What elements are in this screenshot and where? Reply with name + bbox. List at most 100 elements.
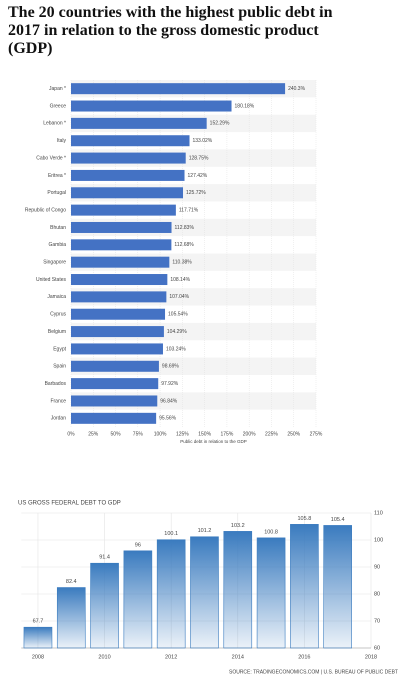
bar: [71, 152, 186, 164]
y-tick-label: Cyprus: [50, 312, 66, 318]
value-label: 107.04%: [169, 294, 189, 300]
x-tick-label: 2012: [165, 654, 177, 660]
value-label: 180.18%: [235, 103, 255, 109]
bar: [71, 83, 286, 95]
y-tick-label: Singapore: [43, 260, 66, 266]
value-label: 97.92%: [161, 381, 179, 387]
value-label: 128.75%: [189, 155, 209, 161]
bar: [71, 274, 168, 286]
x-tick-label: 2018: [365, 654, 377, 660]
y-tick-label: United States: [36, 277, 67, 283]
value-label: 240.3%: [288, 86, 306, 92]
bar: [323, 525, 352, 649]
x-tick-label: 200%: [243, 431, 256, 437]
bar: [190, 536, 219, 649]
x-tick-label: 150%: [198, 431, 211, 437]
bar: [71, 100, 232, 112]
value-label: 82.4: [66, 579, 77, 585]
value-label: 112.83%: [175, 225, 195, 231]
value-label: 108.14%: [170, 277, 190, 283]
bar: [71, 291, 167, 303]
y-tick-label: Jordan: [51, 416, 67, 422]
value-label: 127.42%: [188, 173, 208, 179]
x-tick-label: 125%: [176, 431, 189, 437]
chart-title: The 20 countries with the highest public…: [8, 4, 333, 57]
bar: [71, 308, 166, 320]
value-label: 98.69%: [162, 364, 180, 370]
value-label: 100.1: [164, 531, 178, 537]
y-tick-label: France: [50, 398, 66, 404]
source: SOURCE: TRADINGECONOMICS.COM | U.S. BURE…: [229, 669, 398, 675]
y-tick-label: Spain: [53, 364, 66, 370]
bar: [71, 135, 190, 147]
x-axis-label: Public debt in relation to the GDP: [180, 439, 247, 444]
y-tick-label: Greece: [50, 103, 67, 109]
value-label: 117.71%: [179, 207, 199, 213]
bar: [71, 187, 184, 199]
value-label: 100.8: [264, 529, 278, 535]
bar: [71, 256, 170, 268]
x-tick-label: 2016: [298, 654, 310, 660]
y-tick-label: Portugal: [47, 190, 66, 196]
y-tick-label: Eritrea *: [48, 173, 66, 179]
bar: [71, 117, 207, 129]
value-label: 91.4: [99, 555, 110, 561]
y-tick-label: Lebanon *: [43, 121, 66, 127]
x-tick-label: 250%: [287, 431, 300, 437]
value-label: 105.54%: [168, 312, 188, 318]
y-tick-label: Republic of Congo: [25, 207, 66, 213]
x-tick-label: 75%: [133, 431, 144, 437]
bar: [71, 221, 172, 233]
value-label: 101.2: [198, 528, 212, 534]
value-label: 125.72%: [186, 190, 206, 196]
value-label: 105.4: [331, 517, 345, 523]
value-label: 96: [135, 542, 141, 548]
value-label: 112.68%: [174, 242, 194, 248]
y-tick-label: Italy: [57, 138, 67, 144]
bar: [156, 539, 186, 649]
value-label: 95.56%: [159, 416, 177, 422]
y-tick-label: Jamaica: [47, 294, 66, 300]
y-tick-label: 80: [374, 591, 380, 597]
y-tick-label: Japan *: [49, 86, 66, 92]
bar: [256, 537, 286, 649]
bar: [71, 239, 172, 251]
bar: [71, 395, 158, 407]
chart-title: US GROSS FEDERAL DEBT TO GDP: [18, 501, 121, 507]
value-label: 105.8: [298, 516, 312, 522]
y-tick-label: 100: [374, 537, 383, 543]
y-tick-label: Barbados: [45, 381, 67, 387]
y-tick-label: Gambia: [48, 242, 66, 248]
x-tick-label: 100%: [154, 431, 167, 437]
bar: [23, 626, 53, 649]
value-label: 103.24%: [166, 346, 186, 352]
bar: [71, 412, 157, 424]
value-label: 96.84%: [160, 398, 178, 404]
x-tick-label: 50%: [111, 431, 122, 437]
y-tick-label: 60: [374, 645, 380, 651]
x-tick-label: 275%: [310, 431, 323, 437]
value-label: 152.29%: [210, 121, 230, 127]
bar: [71, 343, 163, 355]
bar: [123, 550, 153, 649]
x-tick-label: 0%: [67, 431, 75, 437]
bar: [56, 587, 86, 649]
x-tick-label: 25%: [88, 431, 99, 437]
value-label: 133.02%: [193, 138, 213, 144]
bar: [290, 524, 319, 649]
y-tick-label: Egypt: [53, 346, 66, 352]
y-tick-label: 90: [374, 564, 380, 570]
value-label: 110.38%: [172, 260, 192, 266]
bar: [71, 326, 164, 338]
bar: [90, 562, 119, 649]
y-tick-label: 70: [374, 618, 380, 624]
x-tick-label: 225%: [265, 431, 278, 437]
bar: [71, 378, 159, 390]
y-tick-label: Belgium: [48, 329, 66, 335]
bar: [71, 360, 159, 372]
y-tick-label: Cabo Verde *: [36, 155, 66, 161]
y-tick-label: Bhutan: [50, 225, 66, 231]
x-tick-label: 175%: [221, 431, 234, 437]
bar: [71, 204, 176, 216]
